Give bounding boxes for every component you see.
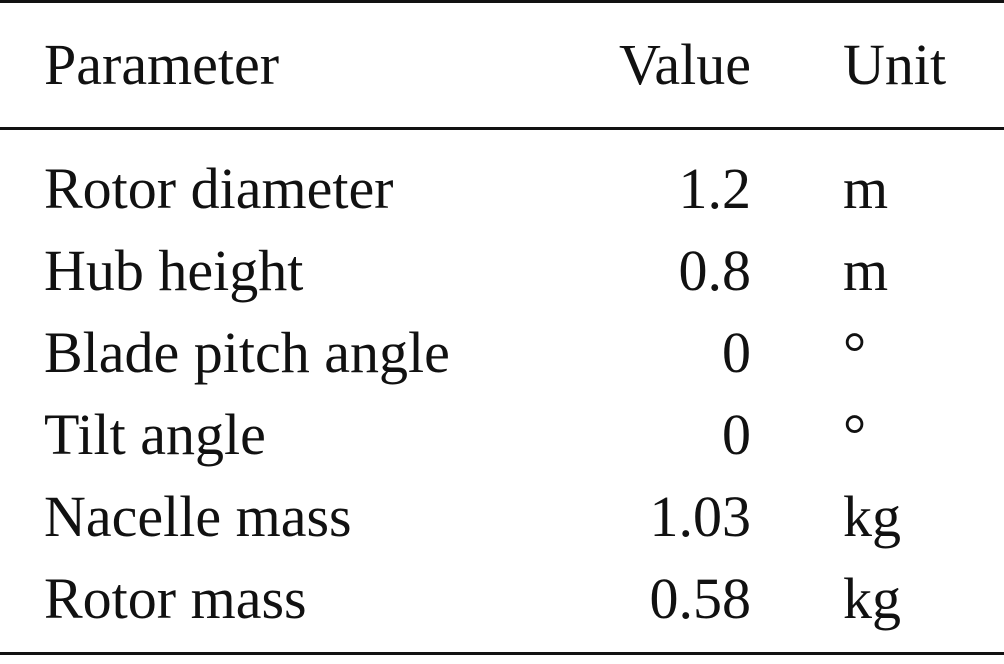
header-unit: Unit [843,32,947,97]
cell-value: 1.2 [678,156,752,221]
cell-unit: ° [843,320,867,385]
header-value: Value [618,32,751,97]
cell-value: 0.58 [649,566,752,631]
table-row: Tilt angle 0 ° [0,394,1004,476]
cell-value: 0 [722,320,751,385]
cell-parameter: Rotor mass [44,566,307,631]
cell-value: 0.8 [678,238,752,303]
cell-unit: ° [843,402,867,467]
cell-parameter: Tilt angle [44,402,266,467]
header-row: Parameter Value Unit [0,1,1004,129]
cell-unit: kg [843,566,901,631]
cell-parameter: Rotor diameter [44,156,394,221]
table-row: Rotor mass 0.58 kg [0,558,1004,654]
table-row: Blade pitch angle 0 ° [0,312,1004,394]
table-row: Hub height 0.8 m [0,230,1004,312]
cell-parameter: Hub height [44,238,304,303]
cell-value: 1.03 [649,484,752,549]
cell-parameter: Blade pitch angle [44,320,450,385]
cell-unit: kg [843,484,901,549]
header-parameter: Parameter [44,32,280,97]
table-row: Rotor diameter 1.2 m [0,129,1004,231]
cell-unit: m [843,156,889,221]
cell-value: 0 [722,402,751,467]
cell-unit: m [843,238,889,303]
cell-parameter: Nacelle mass [44,484,352,549]
table-row: Nacelle mass 1.03 kg [0,476,1004,558]
